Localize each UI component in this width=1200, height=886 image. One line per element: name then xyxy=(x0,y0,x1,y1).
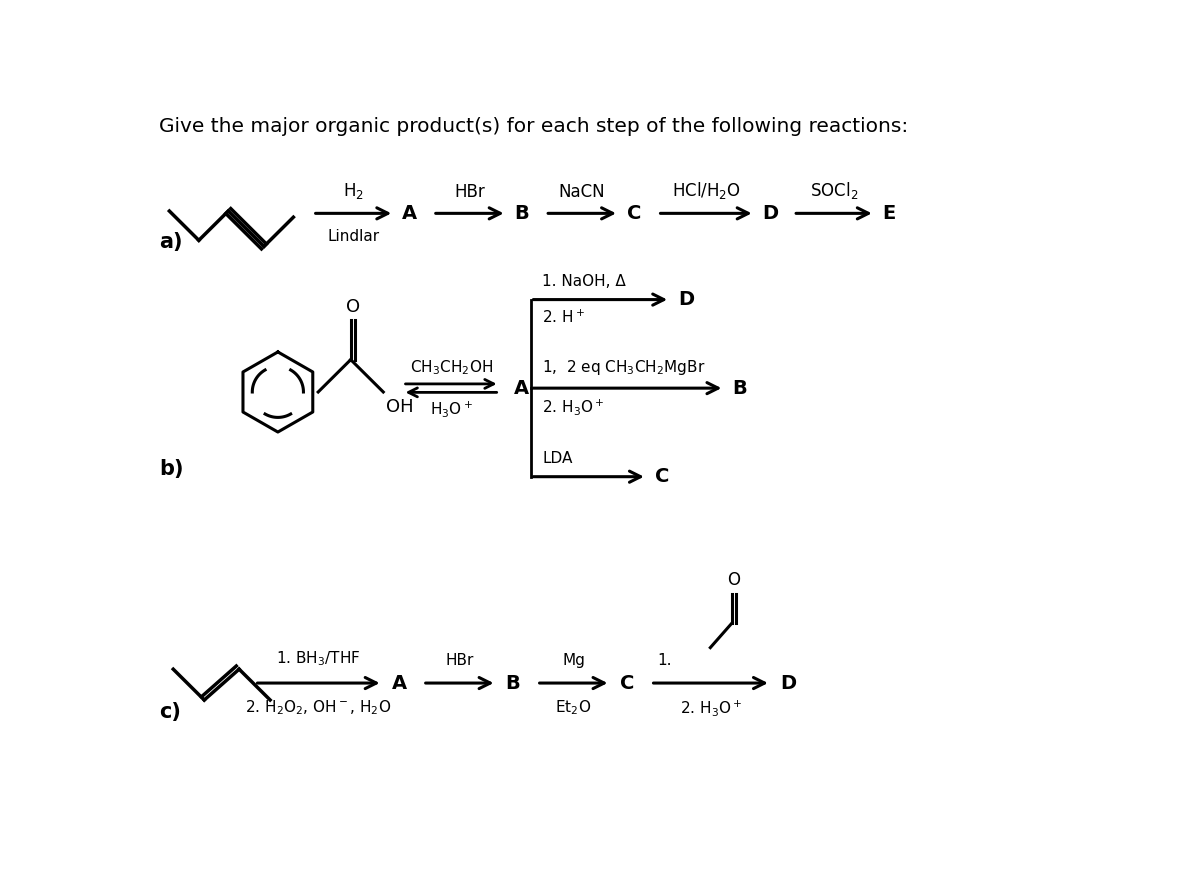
Text: D: D xyxy=(780,673,797,693)
Text: HBr: HBr xyxy=(445,653,474,668)
Text: 1. BH$_3$/THF: 1. BH$_3$/THF xyxy=(276,649,361,668)
Text: 2. H$_3$O$^+$: 2. H$_3$O$^+$ xyxy=(679,698,742,719)
Text: Et$_2$O: Et$_2$O xyxy=(556,698,592,717)
Text: B: B xyxy=(515,204,529,223)
Text: Give the major organic product(s) for each step of the following reactions:: Give the major organic product(s) for ea… xyxy=(160,117,908,136)
Text: H$_3$O$^+$: H$_3$O$^+$ xyxy=(430,399,473,419)
Text: Lindlar: Lindlar xyxy=(328,229,379,244)
Text: Mg: Mg xyxy=(562,653,584,668)
Text: B: B xyxy=(732,378,746,398)
Text: 1.: 1. xyxy=(656,653,671,668)
Text: b): b) xyxy=(160,459,184,479)
Text: LDA: LDA xyxy=(542,451,572,466)
Text: H$_2$: H$_2$ xyxy=(343,181,364,201)
Text: 2. H$_3$O$^+$: 2. H$_3$O$^+$ xyxy=(542,398,605,417)
Text: HCl/H$_2$O: HCl/H$_2$O xyxy=(672,180,740,201)
Text: C: C xyxy=(626,204,641,223)
Text: 1,  2 eq CH$_3$CH$_2$MgBr: 1, 2 eq CH$_3$CH$_2$MgBr xyxy=(542,358,706,377)
Text: E: E xyxy=(882,204,895,223)
Text: B: B xyxy=(505,673,521,693)
Text: O: O xyxy=(346,298,360,315)
Text: HBr: HBr xyxy=(455,183,485,201)
Text: A: A xyxy=(402,204,418,223)
Text: OH: OH xyxy=(386,398,414,416)
Text: A: A xyxy=(391,673,407,693)
Text: 2. H$^+$: 2. H$^+$ xyxy=(542,309,586,326)
Text: A: A xyxy=(514,378,528,398)
Text: a): a) xyxy=(160,232,182,252)
Text: NaCN: NaCN xyxy=(559,183,605,201)
Text: O: O xyxy=(727,571,740,589)
Text: D: D xyxy=(678,290,694,309)
Text: CH$_3$CH$_2$OH: CH$_3$CH$_2$OH xyxy=(409,359,492,377)
Text: 1. NaOH, Δ: 1. NaOH, Δ xyxy=(542,274,626,289)
Text: 2. H$_2$O$_2$, OH$^-$, H$_2$O: 2. H$_2$O$_2$, OH$^-$, H$_2$O xyxy=(246,698,391,717)
Text: c): c) xyxy=(160,702,181,721)
Text: C: C xyxy=(619,673,634,693)
Text: C: C xyxy=(654,467,668,486)
Text: SOCl$_2$: SOCl$_2$ xyxy=(810,180,858,201)
Text: D: D xyxy=(762,204,779,223)
